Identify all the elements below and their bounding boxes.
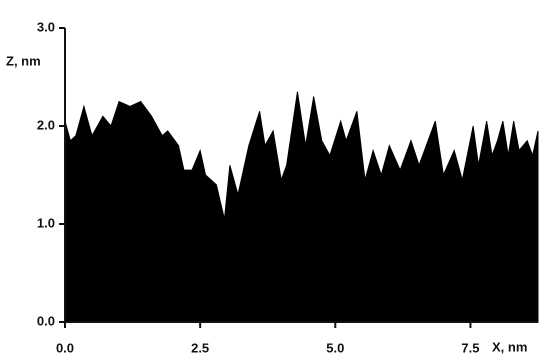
x-tick-label: 7.5 xyxy=(461,340,479,355)
x-axis-label: X, nm xyxy=(492,339,527,354)
y-tick-label: 2.0 xyxy=(37,117,55,132)
y-tick-label: 1.0 xyxy=(37,215,55,230)
y-tick-label: 0.0 xyxy=(37,313,55,328)
x-tick-label: 0.0 xyxy=(56,340,74,355)
x-tick-label: 5.0 xyxy=(326,340,344,355)
y-tick-label: 3.0 xyxy=(37,19,55,34)
y-axis-label: Z, nm xyxy=(6,53,41,68)
x-tick-label: 2.5 xyxy=(191,340,209,355)
profile-area xyxy=(64,91,539,323)
